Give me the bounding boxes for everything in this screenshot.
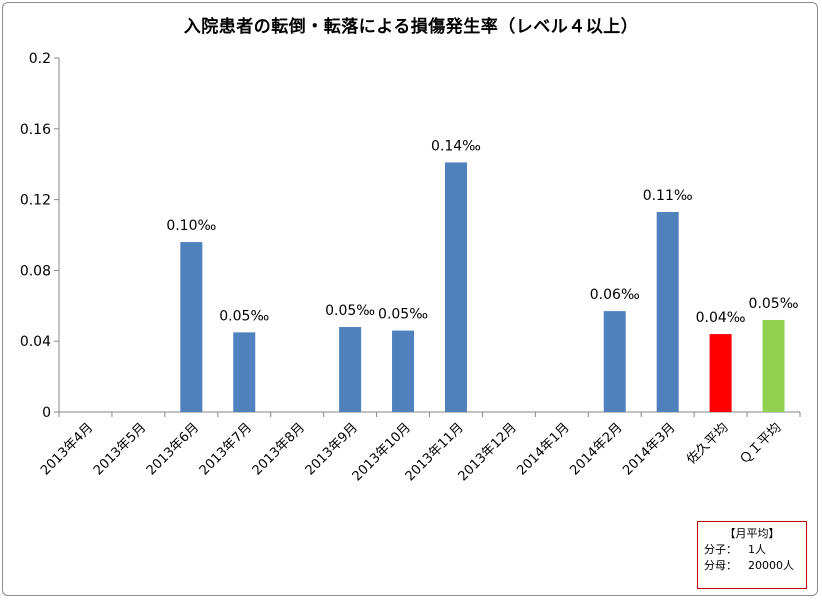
- data-label: 0.11‰: [643, 188, 693, 204]
- x-tick-label: 佐久平均: [684, 420, 731, 467]
- note-row-denominator: 分母： 20000人: [704, 558, 800, 574]
- data-label: 0.04‰: [696, 310, 746, 326]
- bar: [180, 242, 203, 412]
- x-tick-label: 2013年5月: [91, 420, 149, 478]
- data-label: 0.05‰: [378, 307, 428, 323]
- y-tick-label: 0: [42, 405, 51, 421]
- note-numerator-value: 1人: [748, 543, 766, 556]
- chart-title: 入院患者の転倒・転落による損傷発生率（レベル４以上）: [183, 17, 639, 37]
- x-tick-label: 2013年8月: [250, 420, 308, 478]
- y-tick-label: 0.16: [20, 122, 51, 138]
- bar: [444, 162, 467, 412]
- x-tick-label: 2014年2月: [567, 420, 625, 478]
- x-tick-label: 2013年9月: [303, 420, 361, 478]
- data-label: 0.10‰: [166, 218, 216, 234]
- data-label: 0.05‰: [325, 303, 375, 319]
- x-tick-label: 2013年7月: [197, 420, 255, 478]
- y-tick-label: 0.2: [29, 51, 51, 67]
- bar: [339, 327, 362, 412]
- bar: [392, 330, 415, 412]
- note-denominator-label: 分母：: [704, 559, 737, 572]
- x-tick-label: ＱＩ平均: [737, 420, 784, 467]
- data-label: 0.06‰: [590, 287, 640, 303]
- x-tick-label: 2013年6月: [144, 420, 202, 478]
- note-denominator-value: 20000人: [748, 559, 794, 572]
- bar: [233, 332, 256, 412]
- x-tick-label: 2014年3月: [620, 420, 678, 478]
- note-title: 【月平均】: [724, 527, 780, 540]
- y-tick-label: 0.12: [20, 193, 51, 209]
- data-label: 0.14‰: [431, 138, 481, 154]
- bar: [762, 319, 785, 412]
- note-numerator-label: 分子：: [704, 543, 737, 556]
- bar: [656, 211, 679, 412]
- monthly-average-note: 【月平均】 分子： 1人 分母： 20000人: [697, 521, 807, 589]
- data-label: 0.05‰: [749, 296, 799, 312]
- bar: [709, 334, 732, 412]
- x-tick-label: 2013年4月: [38, 420, 96, 478]
- x-tick-label: 2014年1月: [514, 420, 572, 478]
- bar: [603, 311, 626, 412]
- y-tick-label: 0.08: [20, 263, 51, 279]
- data-label: 0.05‰: [219, 308, 269, 324]
- note-row-numerator: 分子： 1人: [704, 542, 800, 558]
- y-tick-label: 0.04: [20, 334, 51, 350]
